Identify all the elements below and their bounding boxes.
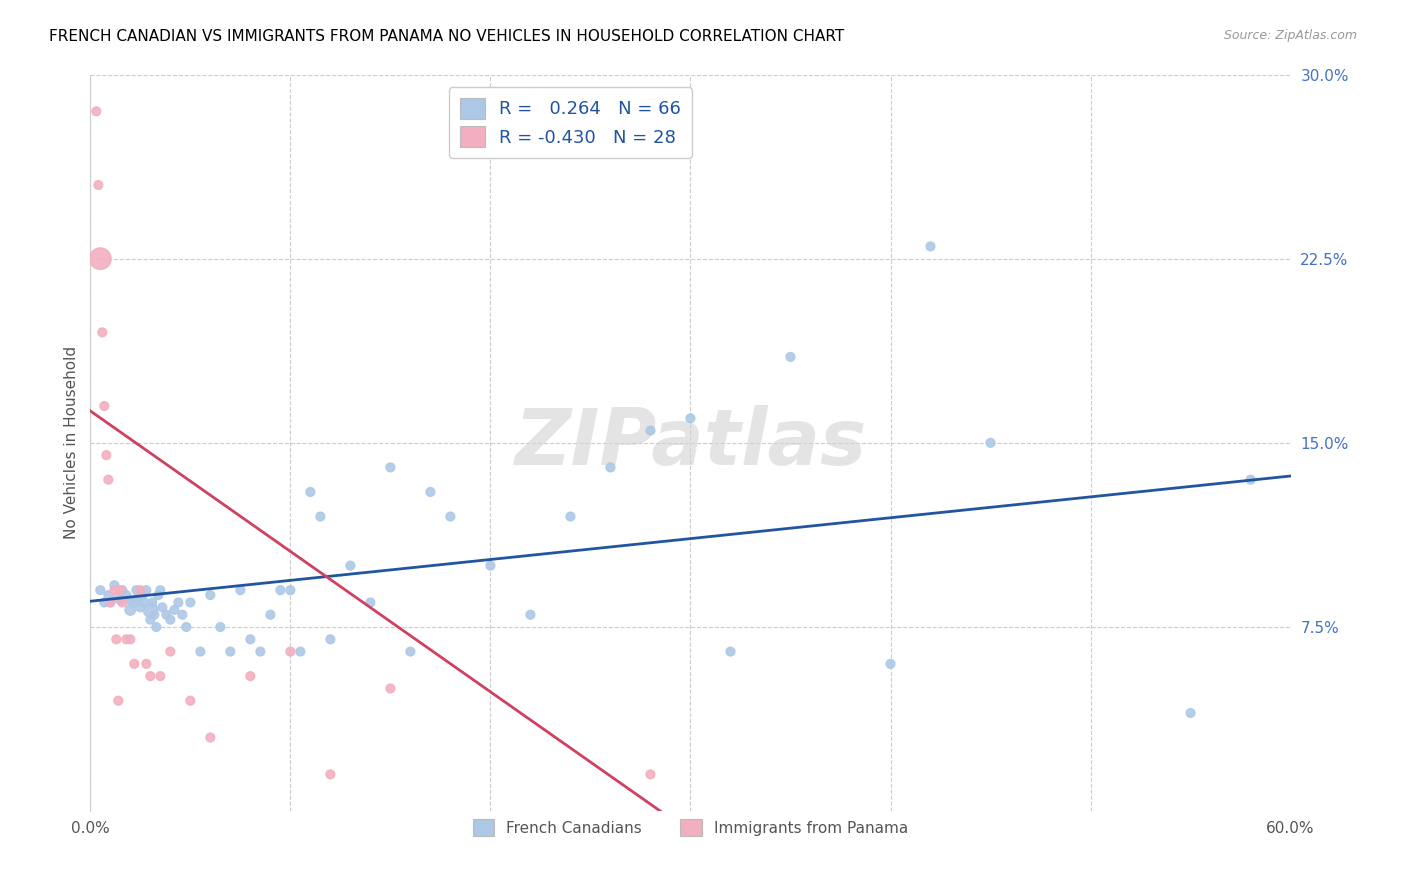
Point (640, 767, 662, 781)
Point (120, 603, 142, 617)
Point (91, 326, 114, 340)
Point (134, 595, 156, 609)
Point (679, 411, 702, 425)
Point (439, 509, 461, 524)
Point (188, 644, 211, 658)
Point (145, 620, 167, 634)
Point (720, 644, 742, 658)
Point (163, 603, 186, 617)
Point (399, 644, 422, 658)
Point (179, 694, 201, 708)
Point (280, 583, 302, 598)
Point (159, 644, 181, 658)
Point (139, 669, 162, 683)
Point (89, 252, 111, 266)
Point (980, 435, 1002, 450)
Point (135, 657, 157, 671)
Point (200, 588, 222, 602)
Point (219, 644, 242, 658)
Point (269, 583, 291, 598)
Point (309, 509, 332, 524)
Point (110, 583, 132, 598)
Point (124, 657, 146, 671)
Point (167, 595, 190, 609)
Point (105, 632, 128, 647)
Point (380, 460, 402, 475)
Point (139, 603, 162, 617)
Point (141, 595, 163, 609)
Point (155, 607, 177, 622)
Point (779, 350, 801, 364)
Point (560, 509, 582, 524)
Point (159, 613, 181, 627)
Point (125, 583, 148, 598)
Point (89, 583, 111, 598)
Point (359, 595, 381, 609)
Point (111, 595, 134, 609)
Point (319, 632, 342, 647)
Point (98, 595, 121, 609)
Point (103, 578, 125, 592)
Point (98, 595, 121, 609)
Point (479, 558, 502, 573)
Point (519, 607, 541, 622)
Point (150, 600, 173, 615)
Point (120, 593, 142, 607)
Point (97, 588, 120, 602)
Point (239, 632, 262, 647)
Point (131, 588, 153, 602)
Point (110, 593, 132, 607)
Y-axis label: No Vehicles in Household: No Vehicles in Household (65, 346, 79, 540)
Point (176, 620, 198, 634)
Point (259, 607, 281, 622)
Point (115, 588, 138, 602)
Point (209, 620, 232, 634)
Point (105, 591, 128, 605)
Point (380, 681, 402, 696)
Point (419, 485, 441, 500)
Point (107, 694, 129, 708)
Point (127, 591, 149, 605)
Point (319, 767, 342, 781)
Point (599, 460, 621, 475)
Point (103, 583, 125, 598)
Point (920, 239, 942, 253)
Point (139, 613, 162, 627)
Point (115, 632, 138, 647)
Point (290, 644, 312, 658)
Point (97, 473, 120, 487)
Point (640, 424, 662, 438)
Point (93, 399, 115, 413)
Point (87, 178, 110, 192)
Point (239, 669, 262, 683)
Point (148, 588, 170, 602)
Point (249, 644, 271, 658)
Point (1180, 706, 1202, 720)
Point (172, 607, 194, 622)
Text: Source: ZipAtlas.com: Source: ZipAtlas.com (1223, 29, 1357, 42)
Point (149, 669, 172, 683)
Point (200, 731, 222, 745)
Point (135, 583, 157, 598)
Point (129, 583, 152, 598)
Text: ZIPatlas: ZIPatlas (515, 405, 866, 481)
Point (93, 595, 115, 609)
Point (129, 600, 152, 615)
Point (299, 485, 322, 500)
Point (179, 595, 201, 609)
Point (339, 558, 361, 573)
Point (1239, 473, 1261, 487)
Point (229, 583, 252, 598)
Point (96, 448, 118, 462)
Point (143, 607, 166, 622)
Point (280, 644, 302, 658)
Point (879, 657, 901, 671)
Point (149, 583, 172, 598)
Point (86, 104, 108, 119)
Text: FRENCH CANADIAN VS IMMIGRANTS FROM PANAMA NO VEHICLES IN HOUSEHOLD CORRELATION C: FRENCH CANADIAN VS IMMIGRANTS FROM PANAM… (49, 29, 845, 44)
Point (124, 595, 146, 609)
Legend: French Canadians, Immigrants from Panama: French Canadians, Immigrants from Panama (465, 811, 915, 844)
Point (111, 583, 134, 598)
Point (120, 632, 142, 647)
